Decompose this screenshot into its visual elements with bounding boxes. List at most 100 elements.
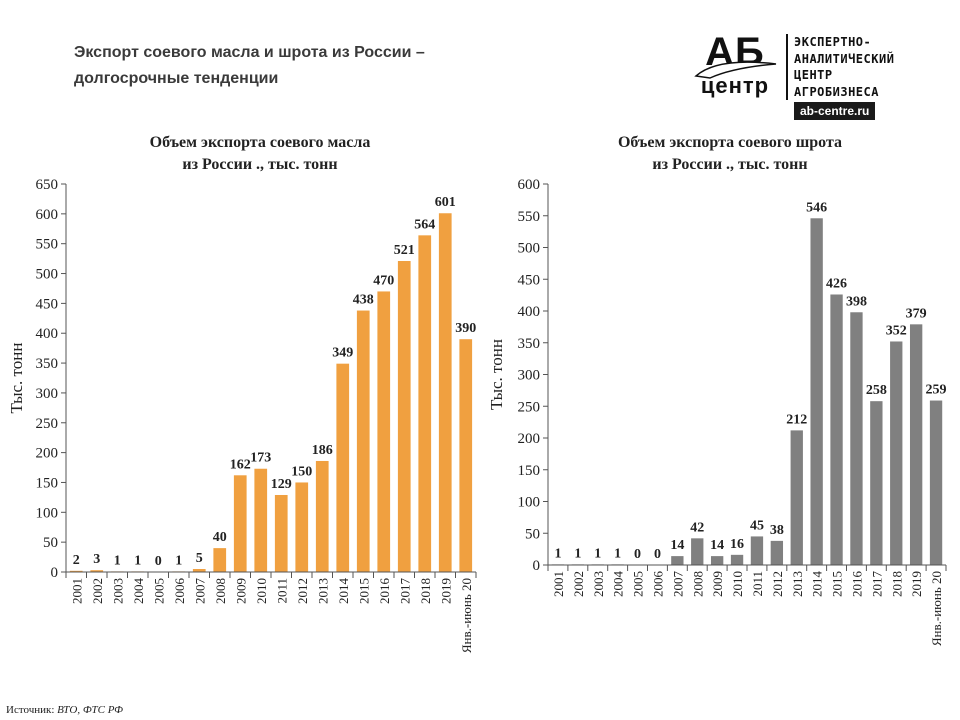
meal-bar — [671, 556, 684, 565]
oil-data-label: 186 — [312, 443, 333, 458]
oil-ytick-label: 650 — [36, 177, 59, 193]
logo-line-2: АНАЛИТИЧЕСКИЙ — [794, 51, 895, 66]
meal-category-label: 2001 — [551, 571, 566, 597]
meal-ytick-label: 150 — [518, 463, 541, 479]
oil-data-label: 5 — [196, 551, 203, 566]
oil-bar — [254, 468, 268, 572]
oil-ytick-label: 450 — [36, 296, 59, 312]
page-title-line-2: долгосрочные тенденции — [74, 70, 279, 87]
oil-data-label: 1 — [175, 553, 182, 568]
meal-category-label: 2005 — [631, 571, 646, 597]
oil-y-axis-label: Тыс. тонн — [7, 343, 26, 414]
meal-bar — [810, 218, 823, 566]
oil-ytick-label: 600 — [36, 207, 59, 223]
meal-category-label: 2015 — [830, 571, 845, 597]
meal-data-label: 546 — [806, 200, 827, 215]
oil-bar — [295, 482, 309, 572]
oil-data-label: 521 — [394, 243, 415, 258]
oil-category-label: 2018 — [418, 578, 433, 604]
oil-bar — [69, 570, 83, 572]
meal-data-label: 16 — [730, 537, 744, 552]
oil-bar — [192, 569, 206, 572]
oil-bar — [336, 363, 350, 572]
meal-data-label: 1 — [554, 546, 561, 561]
meal-ytick-label: 500 — [518, 241, 541, 257]
meal-data-label: 38 — [770, 523, 784, 538]
oil-category-label: 2017 — [397, 578, 412, 605]
logo-text: ЭКСПЕРТНО- АНАЛИТИЧЕСКИЙ ЦЕНТР АГРОБИЗНЕ… — [794, 34, 944, 100]
meal-category-label: 2018 — [889, 571, 904, 597]
oil-ytick-label: 300 — [36, 386, 59, 402]
meal-category-label: 2007 — [670, 571, 685, 598]
meal-bar — [730, 554, 744, 565]
meal-data-label: 212 — [786, 412, 807, 427]
oil-data-label: 173 — [250, 451, 271, 466]
meal-data-label: 45 — [750, 518, 764, 533]
page-title: Экспорт соевого масла и шрота из России … — [74, 40, 514, 92]
meal-bar — [830, 294, 843, 565]
leaf-icon — [694, 61, 777, 79]
logo-line-3: ЦЕНТР — [794, 68, 833, 82]
meal-data-label: 1 — [614, 546, 621, 561]
oil-category-label: 2014 — [336, 578, 351, 605]
oil-category-label: 2007 — [192, 578, 207, 605]
oil-category-label: 2013 — [315, 578, 330, 604]
oil-data-label: 601 — [435, 195, 456, 210]
oil-ytick-label: 250 — [36, 416, 59, 432]
meal-chart-title: Объем экспорта соевого шрота из России .… — [530, 132, 930, 176]
oil-data-label: 1 — [114, 553, 121, 568]
meal-category-label: 2006 — [650, 571, 665, 598]
meal-category-label: 2004 — [611, 571, 626, 598]
oil-category-label: 2002 — [90, 578, 105, 604]
meal-data-label: 14 — [670, 538, 684, 553]
logo-url[interactable]: ab-centre.ru — [794, 102, 876, 120]
oil-ytick-label: 500 — [36, 267, 59, 283]
oil-bar — [315, 460, 329, 572]
oil-data-label: 162 — [230, 457, 251, 472]
logo-divider — [786, 34, 788, 100]
meal-data-label: 14 — [710, 538, 724, 553]
oil-ytick-label: 50 — [43, 535, 58, 551]
oil-bar — [233, 475, 247, 572]
meal-ytick-label: 250 — [518, 399, 541, 415]
oil-bar — [356, 310, 370, 572]
oil-data-label: 390 — [455, 321, 476, 336]
oil-category-label: Янв.-июнь 20 — [459, 578, 474, 653]
meal-ytick-label: 550 — [518, 209, 541, 225]
oil-bar — [274, 494, 288, 572]
oil-category-label: 2001 — [69, 578, 84, 604]
oil-ytick-label: 200 — [36, 446, 59, 462]
oil-category-label: 2008 — [213, 578, 228, 604]
meal-data-label: 42 — [690, 520, 704, 535]
oil-chart-title-line-2: из России ., тыс. тонн — [182, 156, 338, 173]
oil-data-label: 0 — [155, 554, 162, 569]
oil-data-label: 150 — [291, 464, 312, 479]
oil-category-label: 2010 — [254, 578, 269, 604]
meal-data-label: 426 — [826, 276, 847, 291]
meal-category-label: 2002 — [571, 571, 586, 597]
oil-ytick-label: 550 — [36, 237, 59, 253]
oil-ytick-label: 350 — [36, 356, 59, 372]
meal-ytick-label: 400 — [518, 304, 541, 320]
meal-category-label: 2014 — [810, 571, 825, 598]
meal-category-label: 2010 — [730, 571, 745, 597]
oil-data-label: 470 — [373, 273, 394, 288]
oil-bar — [213, 548, 227, 572]
oil-ytick-label: 0 — [51, 565, 59, 581]
oil-data-label: 2 — [73, 553, 80, 568]
meal-ytick-label: 350 — [518, 336, 541, 352]
oil-category-label: 2019 — [438, 578, 453, 604]
meal-data-label: 258 — [866, 383, 887, 398]
oil-ytick-label: 150 — [36, 475, 59, 491]
ab-centre-logo: АБ центр ЭКСПЕРТНО- АНАЛИТИЧЕСКИЙ ЦЕНТР … — [690, 32, 940, 124]
meal-bar — [770, 540, 784, 565]
oil-category-label: 2004 — [131, 578, 146, 605]
oil-data-label: 564 — [414, 217, 435, 232]
meal-data-label: 379 — [906, 306, 927, 321]
logo-line-1: ЭКСПЕРТНО- — [794, 35, 872, 49]
meal-bar — [929, 400, 943, 565]
meal-data-label: 1 — [574, 546, 581, 561]
source-label: Источник: — [6, 704, 55, 716]
oil-bar — [397, 261, 411, 572]
